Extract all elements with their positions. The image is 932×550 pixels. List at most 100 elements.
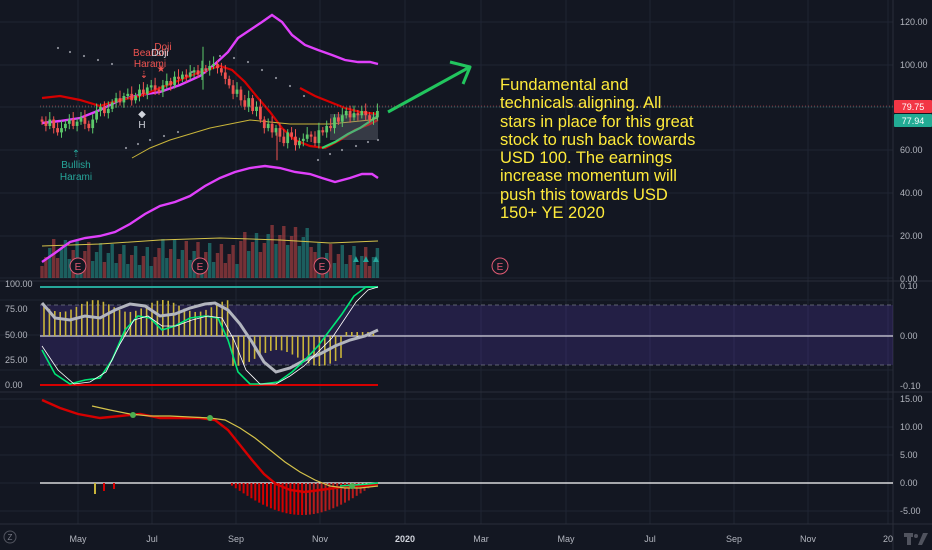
candle-body: [106, 108, 110, 114]
earnings-marker[interactable]: E: [491, 257, 509, 275]
time-scale-label: 20: [883, 534, 893, 544]
volume-bar: [122, 245, 126, 278]
macd-scale-label: 0.00: [900, 478, 918, 488]
z-icon[interactable]: Z: [3, 530, 17, 544]
time-scale-label: May: [557, 534, 575, 544]
forecast-arrow[interactable]: [387, 60, 472, 114]
candle-body: [243, 100, 247, 107]
volume-bar: [360, 256, 364, 278]
candle-body: [364, 110, 368, 116]
pattern-label-bullish: Bullish: [61, 160, 90, 171]
candle-body: [95, 110, 98, 120]
trend-line-red-2: [299, 87, 379, 116]
annotation-line: USD 100. The earnings: [500, 149, 673, 168]
annotation-line: technicals aligning. All: [500, 94, 662, 113]
volume-bar: [169, 249, 173, 278]
price-scale-label: 120.00: [900, 17, 928, 27]
volume-bar: [40, 266, 44, 278]
candle-body: [138, 89, 141, 96]
stoch-right-label: -0.10: [900, 381, 921, 391]
macd-cross-dot: [207, 415, 213, 421]
idea-annotation-text[interactable]: Fundamental and technicals aligning. All…: [500, 76, 740, 222]
earnings-marker-label: E: [75, 262, 82, 273]
volume-bar: [282, 226, 286, 278]
candle-body: [122, 96, 126, 103]
candle-body: [114, 98, 118, 103]
sar-dot: [288, 84, 292, 88]
pattern-label-bullish: Harami: [60, 172, 92, 183]
volume-bar: [110, 244, 114, 278]
candle-body: [251, 98, 254, 111]
earnings-marker-circle: [191, 257, 209, 275]
sar-dot: [366, 140, 370, 144]
svg-text:Z: Z: [8, 533, 13, 542]
arrow-up-icon: ⇡: [72, 149, 80, 160]
volume-bar: [305, 228, 309, 278]
volume-bar: [309, 247, 313, 278]
volume-bar: [165, 258, 169, 278]
stoch-rsi-pane: [40, 286, 893, 386]
sar-dot: [260, 68, 264, 72]
time-scale-label: Sep: [726, 534, 742, 544]
candle-body: [290, 132, 293, 137]
macd-pane: [40, 398, 893, 515]
price-scale[interactable]: 120.00100.0080.0060.0040.0020.000.000.10…: [900, 17, 928, 516]
volume-bar: [94, 252, 99, 278]
candle-body: [212, 63, 215, 67]
volume-bars: [40, 225, 380, 278]
volume-bar: [348, 255, 352, 278]
macd-scale-label: 5.00: [900, 450, 918, 460]
candle-body: [282, 136, 286, 144]
volume-bar: [130, 255, 134, 278]
annotation-line: Fundamental and: [500, 76, 629, 94]
candle-body: [149, 85, 153, 88]
volume-bar: [247, 251, 251, 278]
candle-body: [360, 110, 364, 116]
volume-bar: [219, 244, 224, 278]
candle-body: [169, 81, 173, 86]
price-scale-label: 100.00: [900, 60, 928, 70]
macd-scale-label: 15.00: [900, 394, 923, 404]
volume-bar: [172, 240, 177, 278]
svg-text:79.75: 79.75: [902, 102, 925, 112]
volume-bar: [344, 264, 348, 278]
volume-bar: [176, 259, 181, 278]
sar-dot: [316, 158, 320, 162]
candle-body: [329, 125, 332, 129]
price-scale-label: 40.00: [900, 188, 923, 198]
volume-bar: [239, 241, 243, 278]
stoch-left-label: 75.00: [5, 304, 28, 314]
volume-bar: [301, 237, 305, 278]
candle-body: [118, 98, 122, 103]
volume-bar: [106, 253, 110, 278]
candle-body: [333, 117, 336, 129]
candle-body: [157, 89, 161, 92]
tradingview-logo-icon[interactable]: [904, 532, 928, 546]
candlesticks[interactable]: [40, 46, 379, 161]
candle-body: [44, 121, 48, 126]
volume-bar: [227, 254, 231, 278]
candle-body: [200, 68, 204, 75]
earnings-marker[interactable]: E: [191, 257, 209, 275]
candle-body: [348, 110, 352, 118]
bollinger-lower: [41, 164, 379, 263]
time-scale[interactable]: May Jul Sep Nov 2020 Mar May Jul Sep Nov 20: [69, 534, 893, 544]
volume-bar: [297, 246, 302, 278]
earnings-marker[interactable]: E: [69, 257, 87, 275]
volume-bar: [211, 262, 216, 278]
earnings-marker[interactable]: E: [313, 257, 331, 275]
candle-body: [313, 136, 317, 144]
time-scale-label: Nov: [800, 534, 817, 544]
stoch-signal-grey: [40, 301, 379, 374]
candle-body: [134, 96, 137, 101]
candle-body: [83, 117, 87, 124]
volume-bar: [286, 245, 290, 278]
volume-bar: [336, 254, 341, 278]
volume-bar: [91, 261, 95, 278]
candle-body: [208, 66, 212, 71]
volume-bar: [328, 244, 333, 278]
time-scale-label: Jul: [644, 534, 656, 544]
sar-dot: [56, 46, 60, 50]
